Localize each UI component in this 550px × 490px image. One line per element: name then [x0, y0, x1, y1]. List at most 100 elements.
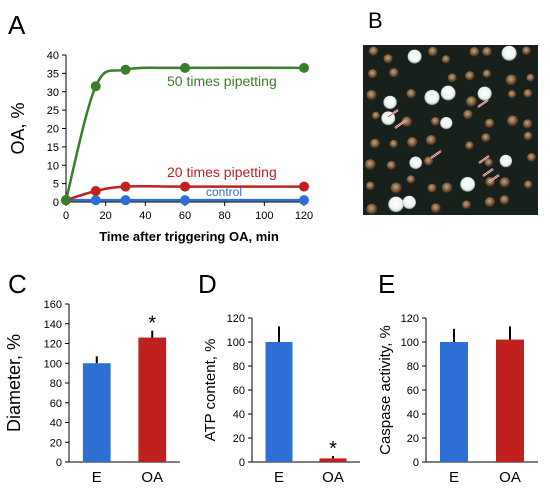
oocyte [371, 111, 380, 120]
panel-label-e: E [378, 269, 395, 299]
oocyte [427, 183, 437, 193]
oocyte [484, 197, 496, 208]
y-tick-label: 40 [47, 50, 59, 62]
y-tick-label: 35 [47, 68, 59, 80]
oocyte [407, 137, 418, 148]
oocyte [481, 133, 491, 143]
y-axis-label: ATP content, % [202, 339, 219, 442]
data-point-2-3 [180, 195, 190, 206]
oocyte [469, 47, 480, 57]
y-tick-label: 30 [47, 87, 59, 99]
y-tick-label: 160 [44, 299, 62, 311]
oocyte [522, 46, 531, 56]
activated-oocyte [460, 177, 476, 192]
x-tick-label: 60 [179, 210, 191, 222]
data-point-0-3 [180, 62, 190, 73]
y-tick-label: 0 [56, 457, 62, 469]
oocyte [466, 96, 477, 107]
x-tick-label: 80 [219, 210, 231, 222]
data-point-2-1 [90, 195, 101, 206]
bar-oa [138, 337, 167, 462]
activated-oocyte [440, 116, 453, 130]
oocyte [505, 74, 517, 86]
y-tick-label: 80 [233, 361, 245, 373]
oocyte [463, 109, 473, 120]
significance-marker: * [148, 313, 156, 335]
data-point-1-3 [180, 181, 190, 192]
oocyte [441, 55, 451, 64]
oocyte [522, 119, 533, 129]
oocyte [390, 182, 402, 194]
x-tick-label: E [92, 469, 102, 486]
panel-label-a: A [8, 10, 26, 40]
oocyte [368, 46, 379, 56]
activated-oocyte [501, 45, 517, 61]
oocyte [406, 89, 416, 99]
arrow-marker-red-4 [478, 155, 490, 164]
series-label-0: 50 times pipetting [167, 73, 277, 89]
oocyte [365, 181, 375, 191]
arrow-marker-red-2 [477, 99, 489, 108]
bar-oa [319, 458, 347, 462]
y-tick-label: 60 [50, 398, 62, 410]
x-tick-label: E [449, 469, 459, 486]
series-label-1: 20 times pipetting [167, 164, 277, 180]
x-tick-label: OA [141, 469, 163, 486]
data-point-2-4 [299, 195, 309, 206]
y-tick-label: 120 [227, 313, 245, 325]
oocyte [386, 160, 396, 170]
oocyte [364, 159, 376, 170]
y-tick-label: 120 [44, 339, 62, 351]
y-tick-label: 20 [233, 433, 245, 445]
data-point-0-2 [120, 64, 131, 75]
data-point-1-2 [120, 181, 131, 192]
oocyte [368, 69, 378, 79]
chart-c-bar: 0 20 40 60 80 100 120 140 160 E OA * Diameter, % [4, 299, 180, 486]
y-tick-label: 0 [239, 457, 245, 469]
activated-oocyte [383, 95, 397, 110]
x-axis-label: Time after triggering OA, min [99, 229, 279, 244]
arrow-marker-red-5 [482, 168, 494, 177]
y-tick-label: 80 [407, 361, 419, 373]
oocyte [428, 46, 438, 57]
data-point-0-0 [61, 195, 71, 206]
y-tick-label: 100 [401, 337, 419, 349]
data-point-1-1 [90, 185, 101, 196]
activated-oocyte [388, 196, 404, 213]
bar-e [82, 363, 111, 462]
arrow-marker-red-0 [387, 109, 399, 118]
oocyte [406, 175, 416, 184]
y-tick-label: 120 [401, 313, 419, 325]
oocyte [507, 115, 519, 127]
panel-label-c: C [8, 269, 27, 299]
y-axis-label: Caspase activity, % [377, 325, 394, 455]
oocyte [465, 141, 474, 150]
bar-e [265, 342, 293, 462]
y-tick-label: 60 [407, 385, 419, 397]
activated-oocyte [499, 154, 513, 168]
data-point-2-2 [120, 195, 131, 206]
x-tick-label: 0 [63, 210, 69, 222]
oocyte [482, 46, 492, 57]
panel-label-b: B [368, 8, 383, 33]
oocyte [462, 200, 471, 210]
significance-marker: * [329, 438, 337, 460]
data-point-0-1 [90, 81, 101, 92]
y-tick-label: 0 [413, 457, 419, 469]
activated-oocyte [424, 89, 440, 106]
y-tick-label: 100 [227, 337, 245, 349]
oocyte [484, 118, 495, 129]
y-tick-label: 80 [50, 378, 62, 390]
arrow-marker-red-1 [394, 120, 406, 129]
x-tick-label: OA [322, 469, 344, 486]
chart-a-line: 0 5 10 15 20 25 30 35 40 0 20 40 60 80 100 120 Time afte… [8, 50, 313, 244]
oocyte [424, 156, 434, 166]
y-tick-label: 25 [47, 105, 59, 117]
oocyte [526, 73, 535, 82]
arrow-marker-red-3 [430, 150, 442, 159]
oocyte [527, 152, 536, 162]
y-tick-label: 20 [407, 433, 419, 445]
bar-e [440, 342, 468, 462]
activated-oocyte [402, 195, 416, 210]
